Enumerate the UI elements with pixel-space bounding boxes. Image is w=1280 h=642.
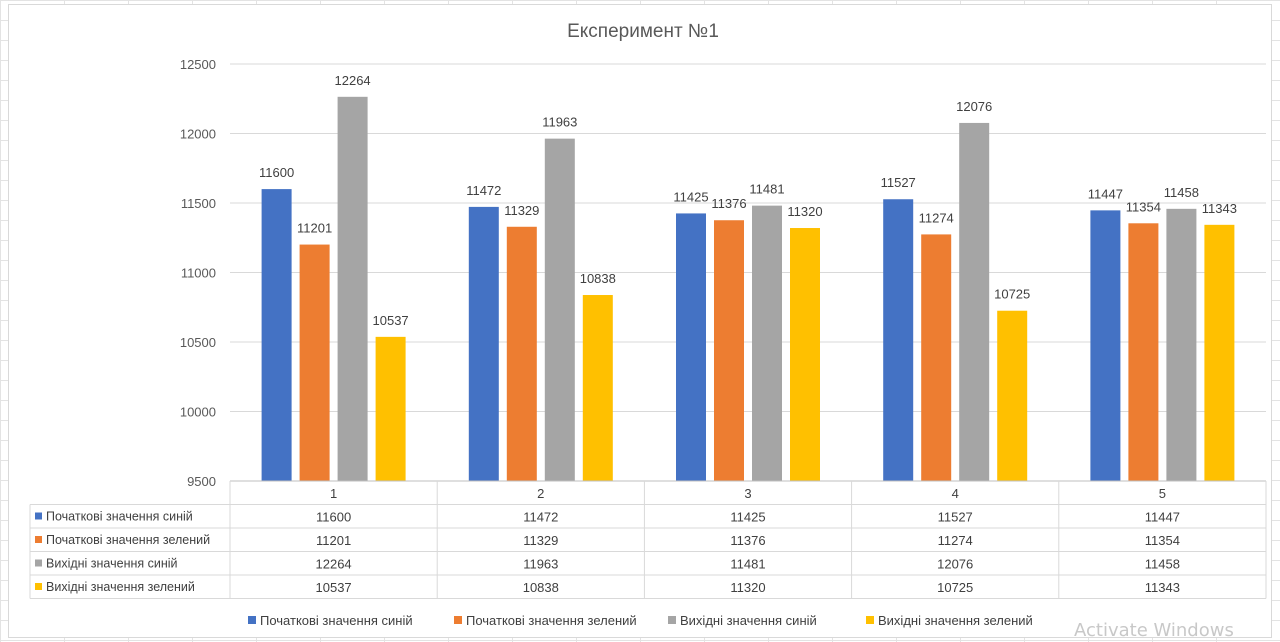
data-label: 11376 xyxy=(711,196,746,211)
data-label: 11320 xyxy=(787,204,822,219)
bar[interactable] xyxy=(959,122,990,481)
table-cell: 11527 xyxy=(938,510,973,525)
legend-key xyxy=(668,616,676,624)
table-cell: 11963 xyxy=(523,557,558,572)
data-label: 11274 xyxy=(919,210,954,225)
x-tick-label: 1 xyxy=(330,486,337,501)
y-tick-label: 11000 xyxy=(181,266,216,281)
legend-label[interactable]: Вихідні значення синій xyxy=(680,613,817,628)
data-label: 11354 xyxy=(1126,199,1161,214)
table-cell: 11481 xyxy=(730,557,765,572)
x-tick-label: 4 xyxy=(952,486,959,501)
x-tick-label: 2 xyxy=(537,486,544,501)
bar[interactable] xyxy=(468,206,499,481)
y-tick-label: 10000 xyxy=(180,405,216,420)
data-label: 11458 xyxy=(1164,185,1199,200)
data-label: 12264 xyxy=(335,73,371,88)
legend-key xyxy=(454,616,462,624)
bar[interactable] xyxy=(299,244,330,481)
data-label: 11963 xyxy=(542,115,577,130)
data-label: 11343 xyxy=(1202,201,1237,216)
table-cell: 11320 xyxy=(730,580,765,595)
table-legend-key xyxy=(35,559,42,567)
table-cell: 11274 xyxy=(938,533,973,548)
data-label: 11481 xyxy=(749,182,784,197)
table-cell: 12076 xyxy=(937,557,973,572)
table-cell: 11447 xyxy=(1145,510,1180,525)
legend-key xyxy=(248,616,256,624)
bar[interactable] xyxy=(997,310,1028,481)
data-label: 11447 xyxy=(1088,186,1123,201)
bar[interactable] xyxy=(921,234,952,481)
legend-label[interactable]: Початкові значення синій xyxy=(260,613,413,628)
bar[interactable] xyxy=(1128,223,1159,481)
bar[interactable] xyxy=(790,228,820,481)
table-cell: 11201 xyxy=(316,533,351,548)
table-series-name: Вихідні значення синій xyxy=(46,557,178,571)
data-label: 11425 xyxy=(673,189,708,204)
bar[interactable] xyxy=(261,189,292,481)
bar[interactable] xyxy=(544,138,575,481)
bar[interactable] xyxy=(1090,210,1121,481)
y-tick-label: 9500 xyxy=(187,474,216,489)
y-tick-label: 10500 xyxy=(180,335,216,350)
data-label: 11600 xyxy=(259,165,294,180)
table-cell: 10838 xyxy=(523,580,559,595)
bar[interactable] xyxy=(506,226,537,481)
table-legend-key xyxy=(35,583,42,590)
table-cell: 11376 xyxy=(730,533,765,548)
table-cell: 11329 xyxy=(523,533,558,548)
bar[interactable] xyxy=(752,205,782,482)
table-legend-key xyxy=(35,512,42,520)
bar[interactable] xyxy=(883,199,914,481)
table-cell: 11343 xyxy=(1145,580,1180,595)
bar[interactable] xyxy=(714,220,744,481)
legend-label[interactable]: Початкові значення зелений xyxy=(466,613,637,628)
y-tick-label: 12500 xyxy=(180,57,216,72)
bar[interactable] xyxy=(337,96,368,481)
x-tick-label: 5 xyxy=(1159,486,1166,501)
chart-area[interactable] xyxy=(8,4,1272,638)
table-cell: 10725 xyxy=(937,580,973,595)
bar[interactable] xyxy=(582,295,613,481)
data-label: 11201 xyxy=(297,221,332,236)
activate-windows-watermark: Activate Windows xyxy=(1074,620,1234,641)
table-cell: 11472 xyxy=(523,510,558,525)
table-cell: 11600 xyxy=(316,510,351,525)
bar[interactable] xyxy=(1166,208,1197,481)
table-series-name: Вихідні значення зелений xyxy=(46,580,195,594)
table-series-name: Початкові значення синій xyxy=(46,510,193,524)
legend-key xyxy=(866,616,874,624)
data-label: 10838 xyxy=(580,271,616,286)
data-label: 10725 xyxy=(994,287,1030,302)
table-cell: 12264 xyxy=(316,557,352,572)
data-label: 11472 xyxy=(466,183,501,198)
bar[interactable] xyxy=(676,213,706,482)
y-tick-label: 12000 xyxy=(180,127,216,142)
bar[interactable] xyxy=(1204,224,1235,481)
y-tick-label: 11500 xyxy=(181,196,216,211)
data-label: 11527 xyxy=(881,175,916,190)
data-label: 11329 xyxy=(504,203,539,218)
data-label: 12076 xyxy=(956,99,992,114)
data-label: 10537 xyxy=(373,313,409,328)
x-tick-label: 3 xyxy=(744,486,751,501)
table-cell: 11458 xyxy=(1145,557,1180,572)
table-cell: 11425 xyxy=(730,510,765,525)
table-legend-key xyxy=(35,536,42,543)
table-cell: 11354 xyxy=(1145,533,1180,548)
table-series-name: Початкові значення зелений xyxy=(46,533,210,547)
bar[interactable] xyxy=(375,336,406,481)
chart-title: Експеримент №1 xyxy=(567,21,719,42)
legend-label[interactable]: Вихідні значення зелений xyxy=(878,613,1033,628)
table-cell: 10537 xyxy=(316,580,352,595)
